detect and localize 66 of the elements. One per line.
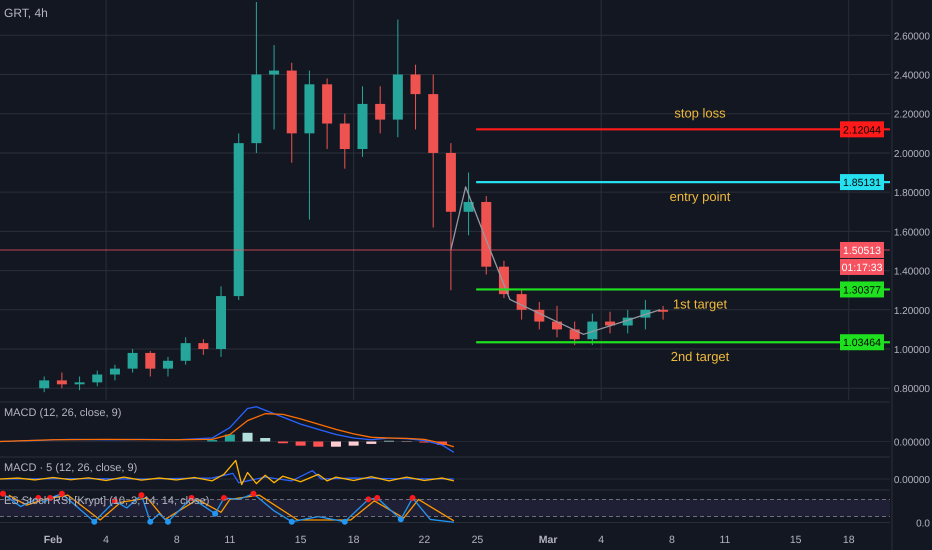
x-tick-label: 8 (174, 534, 180, 546)
candlestick (410, 64, 421, 130)
y-tick-label: 2.40000 (894, 70, 930, 82)
bar (260, 438, 270, 442)
candlestick (180, 336, 191, 366)
candlestick (162, 356, 173, 377)
x-tick-label: 4 (103, 534, 110, 546)
annotation: 1.50513 (843, 244, 882, 257)
text: 0.00000 (894, 474, 930, 486)
candlestick (110, 364, 120, 381)
x-tick-label: 22 (418, 534, 430, 546)
x-tick-label: Mar (538, 534, 558, 546)
x-tick-label: 15 (294, 534, 307, 546)
candlestick (658, 305, 668, 320)
x-tick-label: 11 (224, 534, 236, 546)
bar (224, 434, 235, 442)
x-tick-label: 8 (669, 534, 675, 546)
annotation: 1.03464 (843, 337, 882, 350)
candlestick (128, 348, 138, 374)
bar (366, 441, 376, 444)
bar (348, 441, 359, 446)
candlestick (39, 376, 50, 393)
y-tick-label: 2.60000 (894, 31, 930, 42)
candlestick (552, 305, 562, 338)
candlestick (74, 376, 85, 391)
bar (242, 432, 253, 442)
annotation: 1.85131 (843, 177, 882, 190)
x-tick-label: 11 (720, 534, 731, 546)
chart-title: MACD (12, 26, close, 9) (4, 407, 122, 419)
text: 0.00000 (894, 437, 930, 448)
candlestick (375, 86, 386, 134)
candlestick (198, 338, 208, 356)
ref-line-label: entry point (670, 189, 731, 204)
candlestick (92, 370, 102, 387)
bar (296, 441, 306, 446)
x-tick-label: 15 (790, 534, 802, 546)
y-tick-label: 1.80000 (894, 188, 930, 200)
annotation: 01:17:33 (842, 262, 883, 274)
bar (330, 441, 341, 447)
y-tick-label: 2.00000 (894, 148, 930, 160)
y-tick-label: 1.20000 (894, 306, 930, 317)
text: 0.0 (916, 518, 930, 530)
x-tick-label: 18 (348, 534, 360, 546)
y-tick-label: 1.60000 (894, 227, 930, 238)
chart-title: MACD · 5 (12, 26, close, 9) (4, 462, 138, 474)
annotation: 1.30377 (843, 284, 882, 296)
candlestick (269, 44, 280, 130)
text: GRT, 4h (4, 6, 48, 20)
annotation: 2.12044 (843, 124, 882, 136)
y-tick-label: 0.80000 (894, 384, 930, 396)
y-tick-label: 2.20000 (894, 110, 930, 121)
x-tick-label: 4 (598, 534, 604, 546)
ref-line-label: 1st target (672, 296, 728, 312)
candlestick (587, 313, 598, 346)
ref-line-label: 2nd target (670, 349, 730, 364)
x-tick-label: Feb (44, 534, 62, 546)
y-tick-label: 1.40000 (894, 266, 930, 278)
candlestick (464, 172, 474, 236)
bar (313, 441, 324, 447)
x-tick-label: 18 (842, 534, 855, 546)
ref-line-label: stop loss (674, 105, 726, 120)
y-tick-label: 1.00000 (894, 345, 930, 356)
candlestick (145, 350, 156, 377)
x-tick-label: 25 (472, 534, 484, 546)
candlestick (516, 290, 527, 320)
candlestick (56, 372, 67, 389)
